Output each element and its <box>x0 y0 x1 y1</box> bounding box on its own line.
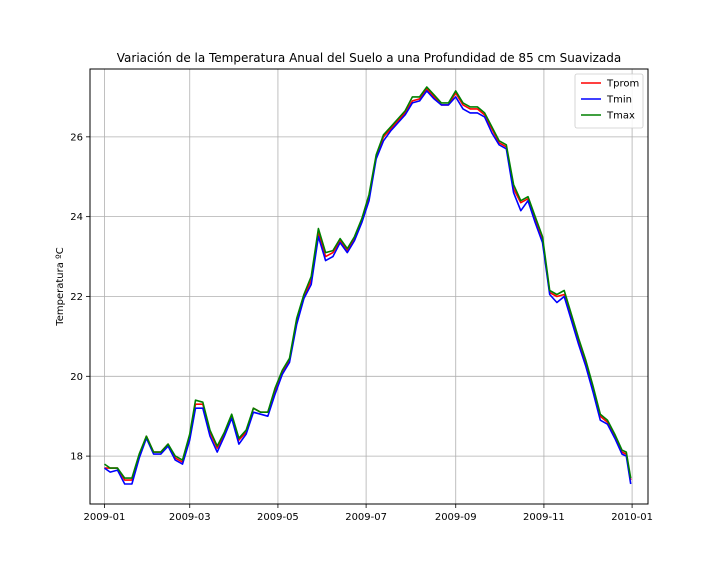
x-tick-label: 2010-01 <box>611 512 653 523</box>
y-tick-label: 20 <box>70 372 83 383</box>
y-tick-label: 26 <box>70 132 83 143</box>
plot-frame <box>89 68 649 505</box>
x-tick-label: 2009-07 <box>345 512 387 523</box>
y-axis-label: Temperatura ºC <box>55 247 66 326</box>
series-lines <box>104 86 632 485</box>
x-tick-label: 2009-09 <box>435 512 477 523</box>
legend-label-tmax: Tmax <box>606 111 635 122</box>
chart-title: Variación de la Temperatura Anual del Su… <box>117 51 622 65</box>
x-tick-label: 2009-05 <box>257 512 299 523</box>
y-tick-label: 18 <box>70 452 83 463</box>
x-tick-label: 2009-03 <box>169 512 211 523</box>
y-tick-label: 22 <box>70 292 83 303</box>
series-line-tmax <box>104 86 632 479</box>
legend: Tprom Tmin Tmax <box>574 73 644 129</box>
x-tick-label: 2009-01 <box>84 512 126 523</box>
legend-label-tprom: Tprom <box>606 79 639 90</box>
x-tick-label: 2009-11 <box>523 512 565 523</box>
y-tick-label: 24 <box>70 212 83 223</box>
legend-label-tmin: Tmin <box>606 95 632 106</box>
ticks: 2009-01 2009-03 2009-05 2009-07 2009-09 2009-… <box>70 132 653 523</box>
